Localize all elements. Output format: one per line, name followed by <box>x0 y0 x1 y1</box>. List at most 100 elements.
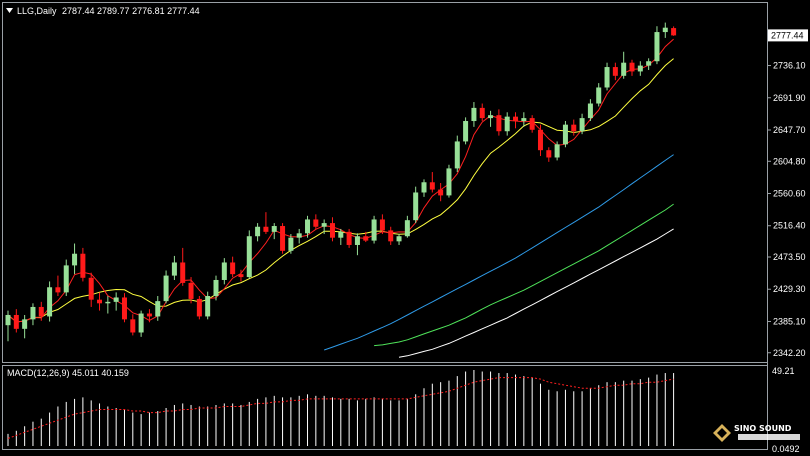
candle-down <box>612 67 618 76</box>
y-tick-label: 2429.30 <box>773 284 806 294</box>
y-tick-label: 2385.10 <box>773 316 806 326</box>
candle-up <box>155 301 161 317</box>
candle-down <box>180 262 186 283</box>
candle-up <box>5 314 11 326</box>
y-tick-label: 2473.50 <box>773 252 806 262</box>
candle-up <box>463 121 469 142</box>
candle-down <box>537 129 543 151</box>
candle-down <box>97 299 103 304</box>
ma-green-line <box>374 203 674 347</box>
candle-down <box>230 262 236 275</box>
candle-up <box>22 319 28 329</box>
y-tick-label: 2604.80 <box>773 156 806 166</box>
candle-up <box>371 219 377 241</box>
y-tick-label: 2647.70 <box>773 125 806 135</box>
candle-down <box>313 219 319 227</box>
y-tick-label: 2691.90 <box>773 93 806 103</box>
candle-down <box>546 150 552 158</box>
candle-up <box>255 226 261 237</box>
candle-up <box>446 168 452 196</box>
candle-up <box>562 124 568 145</box>
candle-up <box>521 118 527 122</box>
candle-up <box>604 67 610 88</box>
candle-up <box>413 192 419 221</box>
candle-up <box>288 237 294 251</box>
logo-text: SINO SOUND <box>734 424 792 433</box>
candle-down <box>496 115 502 132</box>
candle-down <box>513 116 519 122</box>
candle-up <box>30 306 36 320</box>
candle-up <box>654 32 660 62</box>
candle-down <box>571 124 577 132</box>
macd-scale-bottom: 0.0492 <box>772 444 800 454</box>
ma-blue-line <box>324 154 674 351</box>
current-price-box <box>768 29 808 42</box>
candle-up <box>596 87 602 104</box>
candle-up <box>454 141 460 169</box>
candle-down <box>379 219 385 231</box>
logo-subtitle-bar <box>738 434 800 440</box>
macd-indicator-label: MACD(12,26,9) 45.011 40.159 <box>7 368 129 378</box>
candle-down <box>196 298 202 317</box>
candle-up <box>63 265 69 293</box>
candle-down <box>38 306 44 317</box>
candle-up <box>662 27 668 33</box>
sino-sound-logo: SINO SOUND <box>713 424 800 442</box>
candle-up <box>646 61 652 66</box>
candlestick-series <box>5 22 677 342</box>
candle-down <box>529 118 535 130</box>
candle-up <box>221 262 227 280</box>
symbol-period-label: LLG,Daily <box>17 6 57 16</box>
price-axis-ticks: 2736.10 2691.90 2647.70 2604.80 2560.60 2516.… <box>767 61 806 358</box>
candle-up <box>587 103 593 119</box>
candle-up <box>305 219 311 234</box>
candle-up <box>338 231 344 238</box>
candle-down <box>629 62 635 72</box>
ohlc-readout: 2787.44 2789.77 2776.81 2777.44 <box>62 6 200 16</box>
candle-down <box>121 297 127 320</box>
y-tick-label: 2736.10 <box>773 61 806 71</box>
candle-down <box>263 226 269 232</box>
candle-down <box>363 236 369 241</box>
candle-up <box>271 226 277 232</box>
candle-up <box>246 236 252 278</box>
candle-up <box>637 65 643 72</box>
candle-down <box>88 277 94 300</box>
candle-down <box>280 226 286 251</box>
candle-up <box>296 233 302 238</box>
current-price-label: 2777.44 <box>771 30 804 40</box>
macd-scale-top: 49.21 <box>772 366 795 376</box>
macd-signal-line <box>7 377 674 439</box>
triangle-down-icon[interactable] <box>6 8 13 13</box>
candle-down <box>329 223 335 238</box>
candle-down <box>130 319 136 333</box>
candle-up <box>471 107 477 122</box>
candle-up <box>47 287 53 317</box>
y-tick-label: 2560.60 <box>773 189 806 199</box>
candle-up <box>213 279 219 297</box>
candle-up <box>163 275 169 302</box>
candle-up <box>404 220 410 237</box>
candle-up <box>488 115 494 119</box>
candle-up <box>621 62 627 76</box>
candle-up <box>421 182 427 193</box>
macd-histogram <box>7 370 675 446</box>
candle-up <box>72 253 78 266</box>
candle-down <box>671 28 677 36</box>
ma-white-line <box>398 228 674 358</box>
current-price-marker: 2777.44 <box>768 29 808 42</box>
y-tick-label: 2516.40 <box>773 221 806 231</box>
candle-down <box>429 182 435 190</box>
y-tick-label: 2342.20 <box>773 348 806 358</box>
candle-down <box>13 314 19 329</box>
candle-up <box>554 144 560 158</box>
candle-down <box>438 189 444 196</box>
candle-down <box>238 274 244 278</box>
candle-up <box>504 116 510 132</box>
candle-up <box>171 262 177 276</box>
candle-down <box>55 287 61 293</box>
candle-down <box>346 231 352 245</box>
candle-up <box>354 236 360 245</box>
candle-up <box>113 297 119 302</box>
